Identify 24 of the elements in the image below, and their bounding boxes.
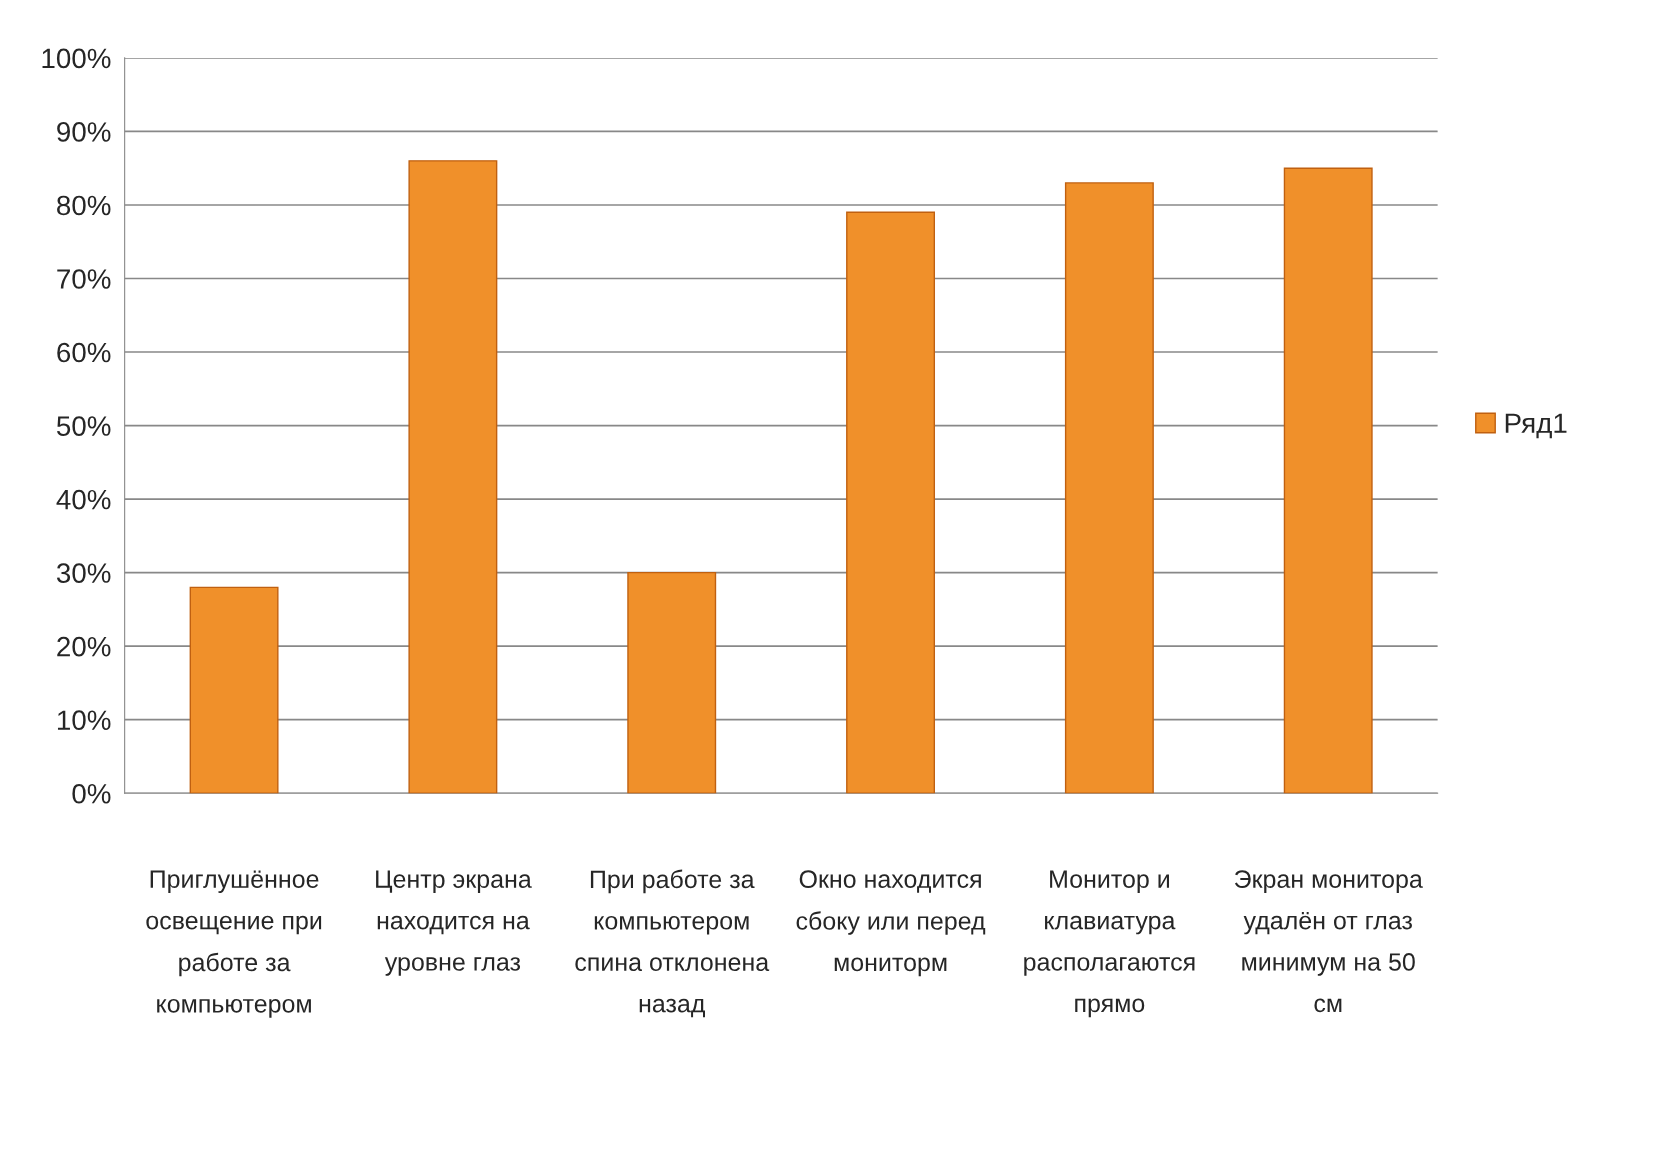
- x-tick-label: Окно находится сбоку или перед мониторм: [796, 870, 986, 977]
- y-tick-label: 20%: [57, 636, 111, 657]
- x-tick-label: Приглушённое освещение при работе за компьютером: [146, 870, 322, 1018]
- y-tick-label: 50%: [56, 416, 111, 436]
- y-tick-label: 10%: [57, 710, 111, 731]
- legend-label: Ряд1: [1505, 413, 1567, 439]
- y-tick-label: 40%: [56, 489, 111, 510]
- x-tick-label: Экран монитора удалён от глаз минимум на 50 см: [1234, 870, 1423, 1013]
- bar: [1064, 182, 1154, 794]
- y-tick-label: 100%: [42, 48, 111, 69]
- y-tick-label: 30%: [56, 563, 111, 583]
- x-tick-label: Монитор и клавиатура располагаются прямо: [1024, 870, 1195, 1018]
- y-tick-label: 90%: [57, 122, 111, 142]
- bar: [189, 586, 279, 794]
- x-tick-label: При работе за компьютером спина отклонена назад: [575, 869, 770, 1018]
- y-tick-label: 60%: [57, 342, 111, 363]
- y-tick-label: 70%: [57, 269, 111, 289]
- bar: [1283, 167, 1373, 794]
- x-tick-label: Центр экрана находится на уровне глаз: [376, 870, 532, 976]
- y-tick-label: 0%: [72, 783, 111, 804]
- bar: [627, 571, 717, 794]
- bar: [846, 211, 936, 794]
- y-tick-label: 80%: [57, 195, 111, 216]
- bar: [408, 160, 498, 794]
